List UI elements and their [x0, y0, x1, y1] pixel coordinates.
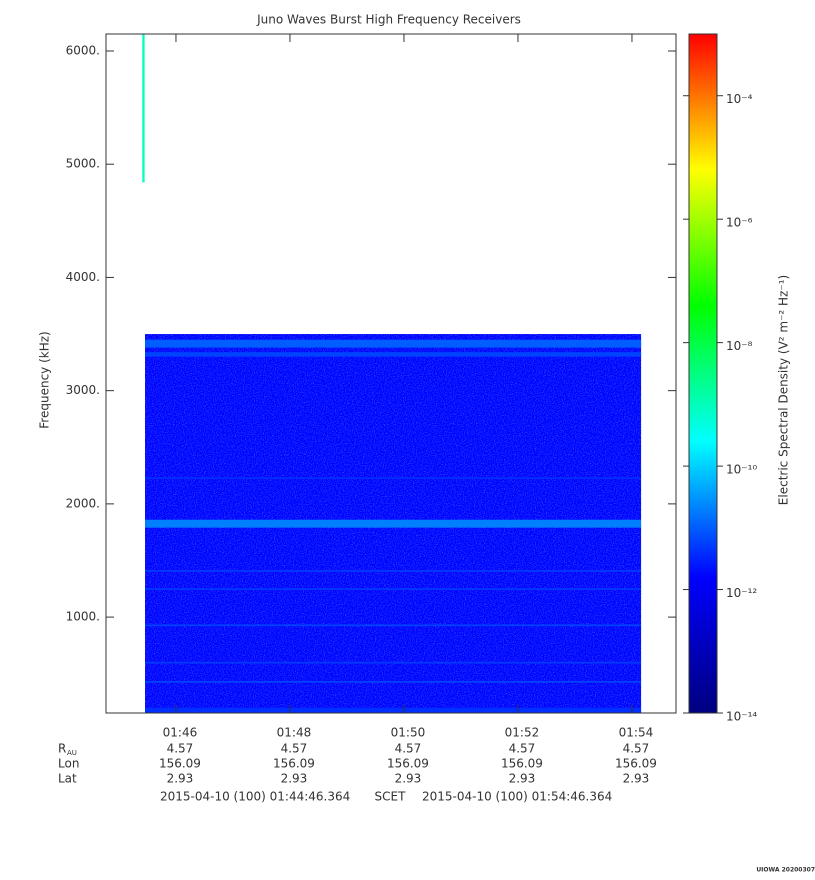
ephemeris-value: 4.57	[509, 742, 536, 756]
spectrogram-band	[142, 34, 145, 183]
ephemeris-value: 2.93	[395, 772, 422, 786]
y-tick-label: 6000.	[66, 43, 100, 57]
colorbar-label: Electric Spectral Density (V² m⁻² Hz⁻¹)	[777, 275, 791, 505]
spectrogram-band	[145, 477, 642, 479]
spectrogram-band	[145, 681, 642, 683]
time-end: 2015-04-10 (100) 01:54:46.364	[422, 790, 612, 804]
colorbar-tick-label: 10⁻¹²	[726, 586, 757, 600]
spectrogram-band	[145, 624, 642, 627]
plot-frame	[105, 33, 677, 714]
ephemeris-label: Lon	[58, 757, 79, 771]
spectrogram-band	[145, 570, 642, 572]
x-tick-label: 01:48	[277, 726, 312, 740]
x-tick-label: 01:52	[505, 726, 540, 740]
ephemeris-value: 2.93	[509, 772, 536, 786]
x-tick-label: 01:54	[619, 726, 654, 740]
spectrogram-band	[145, 707, 642, 713]
ephemeris-value: 2.93	[167, 772, 194, 786]
y-tick-label: 1000.	[66, 610, 100, 624]
colorbar-tick-label: 10⁻⁸	[726, 339, 753, 353]
ephemeris-value: 2.93	[281, 772, 308, 786]
ephemeris-label: R	[58, 742, 66, 756]
time-start: 2015-04-10 (100) 01:44:46.364	[160, 790, 350, 804]
y-axis-label: Frequency (kHz)	[38, 331, 52, 428]
ephemeris-sub: AU	[67, 749, 77, 757]
y-tick-label: 4000.	[66, 270, 100, 284]
ephemeris-value: 4.57	[395, 742, 422, 756]
ephemeris-value: 4.57	[167, 742, 194, 756]
x-tick-label: 01:46	[163, 726, 198, 740]
time-frame: SCET	[375, 790, 407, 804]
spectrogram-band	[145, 519, 642, 528]
colorbar-tick-label: 10⁻¹⁰	[726, 463, 757, 477]
colorbar-tick-label: 10⁻⁶	[726, 216, 753, 230]
x-tick-label: 01:50	[391, 726, 426, 740]
footer: UIOWA 20200307	[756, 867, 815, 874]
colorbar-tick-label: 10⁻⁴	[726, 92, 753, 106]
ephemeris-value: 156.09	[387, 757, 429, 771]
ephemeris-label: Lat	[58, 772, 77, 786]
y-tick-label: 2000.	[66, 496, 100, 510]
ephemeris-value: 156.09	[615, 757, 657, 771]
colorbar-tick-label: 10⁻¹⁴	[726, 710, 757, 724]
chart-title: Juno Waves Burst High Frequency Receiver…	[256, 13, 521, 27]
ephemeris-value: 2.93	[623, 772, 650, 786]
spectrogram-band	[145, 588, 642, 590]
ephemeris-value: 4.57	[281, 742, 308, 756]
ephemeris-value: 4.57	[623, 742, 650, 756]
ephemeris-value: 156.09	[273, 757, 315, 771]
ephemeris-value: 156.09	[501, 757, 543, 771]
ephemeris-value: 156.09	[159, 757, 201, 771]
colorbar	[688, 33, 718, 714]
spectrogram-band	[145, 661, 642, 664]
y-tick-label: 5000.	[66, 157, 100, 171]
spectrogram-band	[145, 339, 642, 348]
spectrogram-band	[145, 352, 642, 357]
y-tick-label: 3000.	[66, 383, 100, 397]
